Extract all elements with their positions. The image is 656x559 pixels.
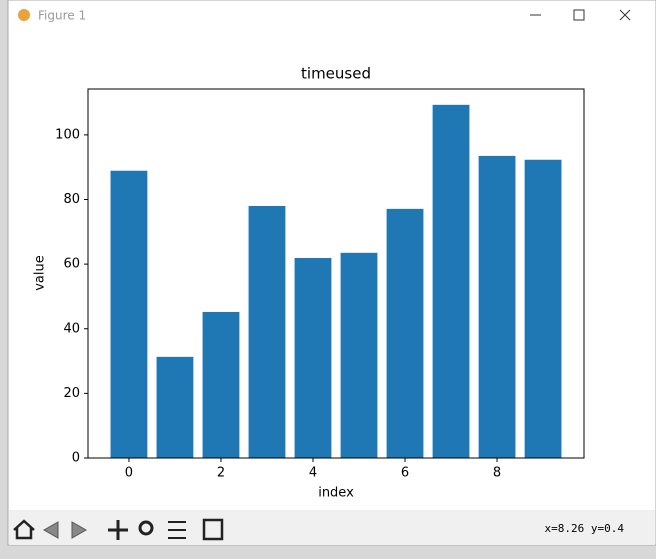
toolbar-icons [13, 518, 224, 541]
y-tick-label: 60 [63, 257, 80, 272]
bar [478, 155, 516, 458]
x-axis-label: index [318, 486, 354, 501]
bar [202, 311, 240, 458]
x-tick-label: 6 [401, 466, 409, 481]
save-button[interactable] [202, 518, 224, 541]
status-text: x=8.26 y=0.4 [545, 522, 625, 535]
zoom-button[interactable] [138, 520, 154, 536]
y-tick-label: 80 [63, 192, 80, 207]
bar [432, 104, 470, 458]
bar [386, 208, 424, 458]
forward-button[interactable] [71, 521, 88, 539]
maximize-button[interactable] [573, 9, 585, 21]
y-tick-label: 40 [63, 321, 80, 336]
bar [248, 205, 286, 458]
bar [294, 257, 332, 458]
window-title: Figure 1 [38, 9, 86, 23]
back-button[interactable] [42, 521, 59, 539]
bar [340, 252, 378, 458]
close-button[interactable] [619, 9, 631, 21]
pan-button[interactable] [108, 520, 128, 540]
x-tick-label: 2 [217, 466, 225, 481]
chart-title: timeused [301, 65, 371, 83]
x-tick-label: 8 [493, 466, 501, 481]
x-tick-label: 0 [125, 466, 133, 481]
y-tick-label: 100 [55, 127, 80, 142]
y-tick-label: 0 [72, 451, 80, 466]
bar [110, 170, 148, 458]
x-tick-label: 4 [309, 466, 317, 481]
y-axis-label: value [33, 255, 48, 291]
y-tick-label: 20 [63, 386, 80, 401]
bar [156, 356, 194, 458]
configure-button[interactable] [168, 521, 186, 539]
axes-frame [87, 88, 585, 459]
bar [524, 159, 562, 458]
app-icon [18, 9, 30, 21]
home-button[interactable] [13, 519, 35, 540]
